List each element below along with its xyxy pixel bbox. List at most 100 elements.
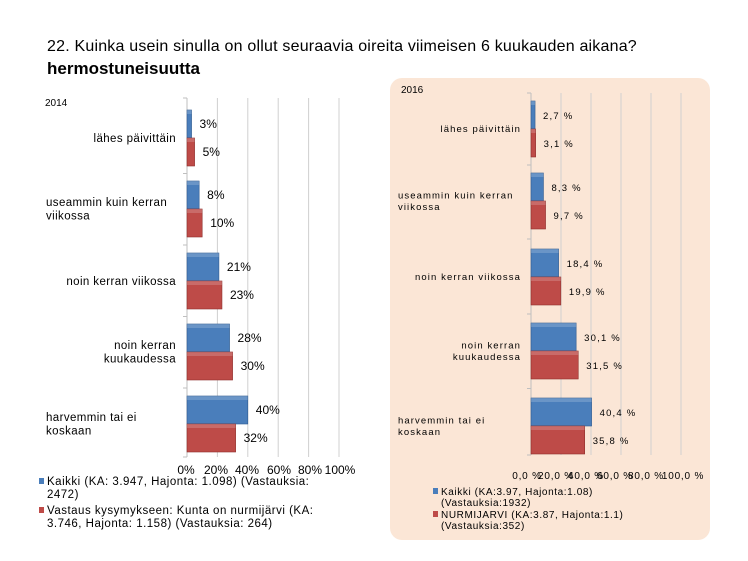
chart-2014-legend-swatch <box>39 507 44 513</box>
chart-2016-x-tick-label: 100,0 % <box>662 471 704 482</box>
chart-2014-bar-kaikki <box>186 109 192 139</box>
chart-2016-legend-swatch <box>433 511 438 517</box>
chart-2016-title: 2016 <box>401 85 424 96</box>
chart-2016-bar-highlight <box>531 101 536 105</box>
chart-2016-legend-label: (Vastauksia:352) <box>441 521 525 532</box>
chart-2014-bar-kaikki <box>186 323 230 353</box>
chart-2016-bar-nurmijarvi <box>530 128 536 158</box>
chart-2014-x-tick-label: 100% <box>325 463 356 477</box>
chart-2014-x-tick-label: 20% <box>204 463 228 477</box>
page-title: 22. Kuinka usein sinulla on ollut seuraa… <box>47 38 637 55</box>
chart-2014-data-label: 32% <box>244 431 268 445</box>
chart-2016-bar-highlight <box>531 323 577 327</box>
chart-2014-legend-label: 3.746, Hajonta: 1.158) (Vastauksia: 264) <box>47 518 273 530</box>
chart-2014-data-label: 23% <box>230 288 254 302</box>
chart-2014-legend-swatch <box>39 478 44 484</box>
chart-2014-legend-label: Kaikki (KA: 3.947, Hajonta: 1.098) (Vast… <box>47 476 309 488</box>
chart-2014-bar-highlight <box>187 396 248 400</box>
chart-2014-bar-nurmijarvi <box>186 137 195 167</box>
chart-2014-bar-highlight <box>187 253 219 257</box>
chart-2016-data-label: 31,5 % <box>586 361 623 372</box>
chart-2016-bar-highlight <box>531 277 561 281</box>
chart-2014-category-label: viikossa <box>46 211 90 223</box>
chart-2014-x-tick-label: 60% <box>267 463 291 477</box>
chart-2016-bar-highlight <box>531 426 585 430</box>
chart-2016-x-tick-label: 80,0 % <box>628 471 664 482</box>
chart-2014-bar-nurmijarvi <box>186 423 236 453</box>
chart-2016-legend-swatch <box>433 488 438 494</box>
chart-2014-x-tick-label: 40% <box>235 463 259 477</box>
chart-2016-bar-kaikki <box>530 172 544 202</box>
chart-2016-data-label: 40,4 % <box>600 408 637 419</box>
chart-2016-bar-nurmijarvi <box>530 425 586 455</box>
chart-2014-bar-highlight <box>187 138 195 142</box>
chart-2016-bar-highlight <box>531 398 592 402</box>
chart-2016-category-label: viikossa <box>398 202 441 213</box>
chart-2014-category-label: noin kerran viikossa <box>66 276 176 288</box>
chart-2016-category-label: useammin kuin kerran <box>398 190 513 201</box>
chart-2014-bar-highlight <box>187 424 236 428</box>
panel-2016-background <box>390 78 710 540</box>
chart-2016-bar-highlight <box>531 201 546 205</box>
chart-2016-bar-highlight <box>531 129 536 133</box>
chart-2014-legend-label: Vastaus kysymykseen: Kunta on nurmijärvi… <box>47 505 313 517</box>
chart-2016-data-label: 2,7 % <box>543 111 573 122</box>
chart-2014-bar-kaikki <box>186 395 249 425</box>
chart-2014-title: 2014 <box>45 98 68 109</box>
chart-2014-data-label: 40% <box>256 403 280 417</box>
chart-2014-bar-nurmijarvi <box>186 351 233 381</box>
chart-2016-bar-nurmijarvi <box>530 350 579 380</box>
chart-2014-data-label: 21% <box>227 260 251 274</box>
chart-2014-data-label: 10% <box>210 216 234 230</box>
chart-2016-legend-label: NURMIJARVI (KA:3.87, Hajonta:1.1) <box>441 510 623 521</box>
chart-2016-data-label: 19,9 % <box>569 287 606 298</box>
chart-2016-category-label: lähes päivittäin <box>441 124 521 135</box>
chart-2016-bar-kaikki <box>530 100 536 130</box>
chart-2014-bar-highlight <box>187 281 222 285</box>
chart-2016-category-label: harvemmin tai ei <box>398 415 485 426</box>
chart-2016-x-tick-label: 20,0 % <box>538 471 574 482</box>
chart-2014-bar-highlight <box>187 181 200 185</box>
chart-2014-bar-nurmijarvi <box>186 280 223 310</box>
chart-2016-data-label: 8,3 % <box>551 183 581 194</box>
chart-2014-bar-highlight <box>187 110 192 114</box>
page-subtitle: hermostuneisuutta <box>47 59 201 78</box>
chart-2016-category-label: noin kerran <box>461 340 521 351</box>
chart-2016-category-label: koskaan <box>398 427 441 438</box>
chart-2014-category-label: useammin kuin kerran <box>46 197 167 209</box>
chart-2016-bar-kaikki <box>530 322 577 352</box>
chart-2016-bar-kaikki <box>530 397 592 427</box>
chart-2014-data-label: 30% <box>241 359 265 373</box>
chart-2016-category-label: kuukaudessa <box>453 352 521 363</box>
chart-2016-bar-highlight <box>531 351 579 355</box>
chart-2016-category-label: noin kerran viikossa <box>415 272 521 283</box>
chart-2016-x-tick-label: 60,0 % <box>597 471 633 482</box>
chart-2016-data-label: 30,1 % <box>584 333 621 344</box>
chart-2016-data-label: 3,1 % <box>544 139 574 150</box>
chart-2016-legend-label: (Vastauksia:1932) <box>441 498 531 509</box>
chart-2014-data-label: 8% <box>207 188 225 202</box>
chart-2014-category-label: koskaan <box>46 426 92 438</box>
chart-2016-data-label: 35,8 % <box>593 436 630 447</box>
chart-2014-data-label: 28% <box>238 331 262 345</box>
chart-2016-bar-highlight <box>531 249 559 253</box>
chart-2016-bar-nurmijarvi <box>530 200 546 230</box>
chart-2016-legend-label: Kaikki (KA:3.97, Hajonta:1.08) <box>441 487 593 498</box>
chart-2014-category-label: harvemmin tai ei <box>46 412 137 424</box>
chart-2014-category-label: noin kerran <box>114 340 176 352</box>
chart-2014-bar-nurmijarvi <box>186 208 203 238</box>
chart-2014-data-label: 3% <box>200 117 218 131</box>
chart-2014-x-tick-label: 80% <box>298 463 322 477</box>
chart-2016-data-label: 9,7 % <box>554 211 584 222</box>
chart-2014-bar-kaikki <box>186 252 220 282</box>
chart-2014-x-tick-label: 0% <box>177 463 195 477</box>
chart-2014-bar-highlight <box>187 209 203 213</box>
chart-2014-data-label: 5% <box>203 145 221 159</box>
chart-2014-category-label: kuukaudessa <box>104 354 176 366</box>
chart-2016-data-label: 18,4 % <box>567 259 604 270</box>
chart-2014-bar-kaikki <box>186 180 200 210</box>
chart-2016-x-tick-label: 0,0 % <box>512 471 542 482</box>
chart-2014-bar-highlight <box>187 324 230 328</box>
chart-2014-bar-highlight <box>187 352 233 356</box>
